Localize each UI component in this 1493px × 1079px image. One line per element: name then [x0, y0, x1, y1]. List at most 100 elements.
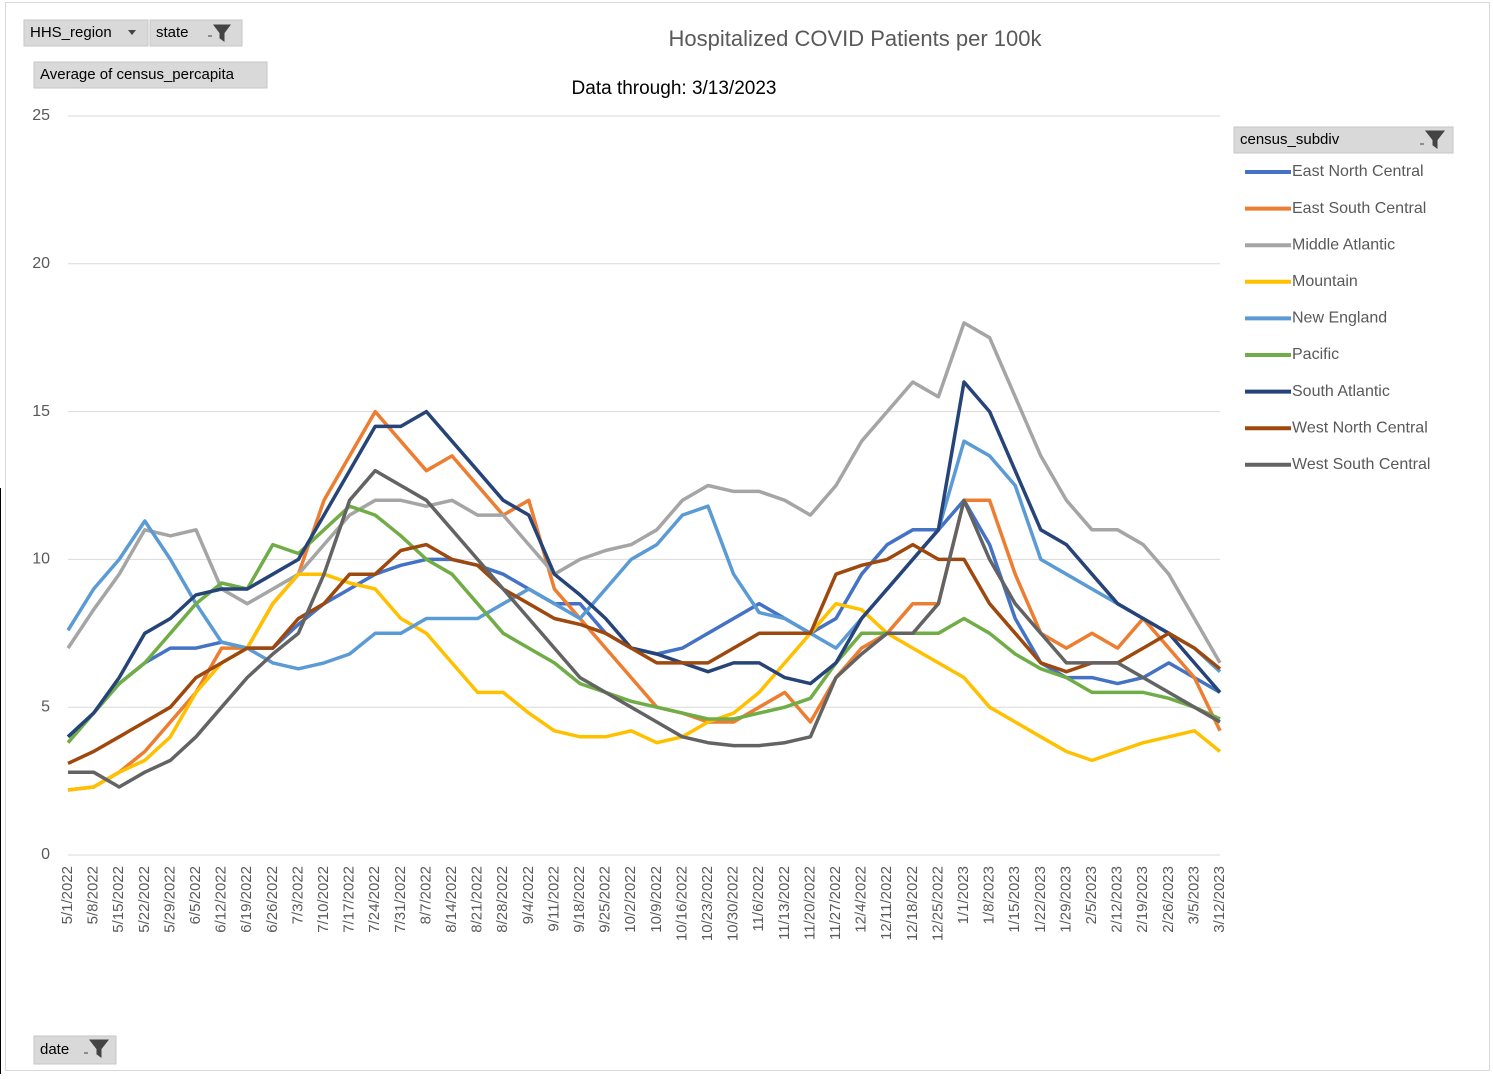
x-tick-label: 2/26/2023 [1160, 866, 1177, 933]
x-tick-label: 2/19/2023 [1134, 866, 1151, 933]
legend-label: East South Central [1292, 200, 1426, 217]
x-tick-label: 1/1/2023 [955, 866, 972, 924]
filter-icon [208, 24, 231, 42]
chart-title: Hospitalized COVID Patients per 100k [669, 26, 1043, 51]
legend-label: New England [1292, 310, 1387, 327]
filter-icon [1420, 130, 1446, 149]
x-tick-label: 2/5/2023 [1083, 866, 1100, 924]
x-tick-label: 10/2/2022 [622, 866, 639, 933]
series-line [66, 380, 1222, 739]
x-tick-label: 7/3/2022 [289, 866, 306, 924]
y-tick-label: 15 [32, 403, 50, 420]
x-tick-label: 11/13/2022 [776, 866, 793, 940]
legend-label: East North Central [1292, 163, 1424, 180]
x-tick-label: 6/12/2022 [213, 866, 230, 933]
legend-label: Mountain [1292, 273, 1358, 290]
button-bg [33, 61, 268, 89]
axis-field-button[interactable]: date [33, 1035, 117, 1065]
x-tick-label: 9/18/2022 [571, 866, 588, 933]
x-tick-label: 8/14/2022 [443, 866, 460, 933]
x-tick-label: 6/19/2022 [238, 866, 255, 933]
x-tick-label: 1/22/2023 [1032, 866, 1049, 933]
legend-entry: Mountain [1245, 273, 1358, 290]
x-tick-label: 1/15/2023 [1006, 866, 1023, 933]
legend-entry: East South Central [1245, 200, 1426, 217]
legend-label: West South Central [1292, 456, 1430, 473]
x-tick-label: 9/11/2022 [545, 866, 562, 932]
x-tick-label: 12/11/2022 [878, 866, 895, 940]
chart-frame [5, 2, 1490, 1071]
x-tick-label: 5/29/2022 [161, 866, 178, 933]
button-label: census_subdiv [1240, 131, 1340, 148]
x-tick-label: 11/27/2022 [827, 866, 844, 940]
legend-entry: South Atlantic [1245, 383, 1390, 400]
x-tick-label: 5/8/2022 [85, 866, 102, 924]
filter-icon [84, 1039, 110, 1058]
series-line [66, 439, 1222, 673]
legend-label: South Atlantic [1292, 383, 1390, 400]
button-bg [23, 19, 149, 47]
x-tick-label: 5/22/2022 [136, 866, 153, 933]
x-tick-label: 12/4/2022 [853, 866, 870, 933]
x-tick-label: 12/18/2022 [904, 866, 921, 941]
x-tick-label: 8/28/2022 [494, 866, 511, 933]
y-tick-label: 10 [32, 551, 50, 568]
legend-entry: West North Central [1245, 419, 1428, 436]
button-label: state [156, 24, 189, 41]
x-tick-label: 5/15/2022 [110, 866, 127, 933]
x-tick-label: 1/8/2023 [981, 866, 998, 924]
y-tick-label: 25 [32, 107, 50, 124]
legend-field-button[interactable]: census_subdiv [1233, 126, 1454, 154]
x-tick-label: 8/7/2022 [417, 866, 434, 924]
value-field-button[interactable]: Average of census_percapita [33, 61, 268, 89]
x-tick-label: 6/26/2022 [264, 866, 281, 933]
x-tick-label: 1/29/2023 [1057, 866, 1074, 933]
x-tick-label: 9/4/2022 [520, 866, 537, 924]
x-tick-label: 10/16/2022 [673, 866, 690, 941]
x-tick-label: 7/17/2022 [341, 866, 358, 933]
button-label: date [40, 1041, 69, 1058]
dropdown-icon [128, 30, 136, 35]
legend-entry: New England [1245, 310, 1387, 327]
button-label: Average of census_percapita [40, 66, 235, 83]
series-line [67, 572, 1222, 792]
x-tick-label: 11/20/2022 [801, 866, 818, 940]
legend-entry: West South Central [1245, 456, 1430, 473]
x-tick-label: 7/10/2022 [315, 866, 332, 933]
filter-button[interactable]: state [149, 19, 243, 47]
x-tick-label: 10/30/2022 [725, 866, 742, 941]
x-tick-label: 7/31/2022 [392, 866, 409, 933]
button-label: HHS_region [30, 24, 112, 41]
x-tick-label: 3/12/2023 [1211, 866, 1228, 933]
x-tick-label: 12/25/2022 [929, 866, 946, 941]
chart-subtitle: Data through: 3/13/2023 [572, 78, 777, 99]
series-line [66, 504, 1221, 744]
legend-entry: Middle Atlantic [1245, 236, 1395, 253]
x-tick-label: 10/23/2022 [699, 866, 716, 941]
y-tick-label: 20 [32, 255, 50, 272]
filter-button[interactable]: HHS_region [23, 19, 149, 47]
legend-entry: East North Central [1245, 163, 1424, 180]
x-tick-label: 6/5/2022 [187, 866, 204, 924]
series-line [66, 321, 1222, 664]
x-tick-label: 8/21/2022 [469, 866, 486, 933]
x-tick-label: 7/24/2022 [366, 866, 383, 933]
x-tick-label: 3/5/2023 [1185, 866, 1202, 924]
y-tick-label: 5 [41, 698, 50, 715]
x-tick-label: 9/25/2022 [597, 866, 614, 933]
series-line [68, 468, 1221, 789]
x-tick-label: 10/9/2022 [648, 866, 665, 933]
legend-entry: Pacific [1245, 346, 1339, 363]
legend-label: West North Central [1292, 419, 1428, 436]
y-tick-label: 0 [41, 846, 50, 863]
button-bg [149, 19, 243, 47]
x-tick-label: 5/1/2022 [59, 866, 76, 924]
series-line [67, 542, 1222, 765]
x-tick-label: 2/12/2023 [1109, 866, 1126, 933]
button-bg [1233, 126, 1454, 154]
legend-label: Middle Atlantic [1292, 236, 1395, 253]
x-tick-label: 11/6/2022 [750, 866, 767, 932]
legend-label: Pacific [1292, 346, 1339, 363]
